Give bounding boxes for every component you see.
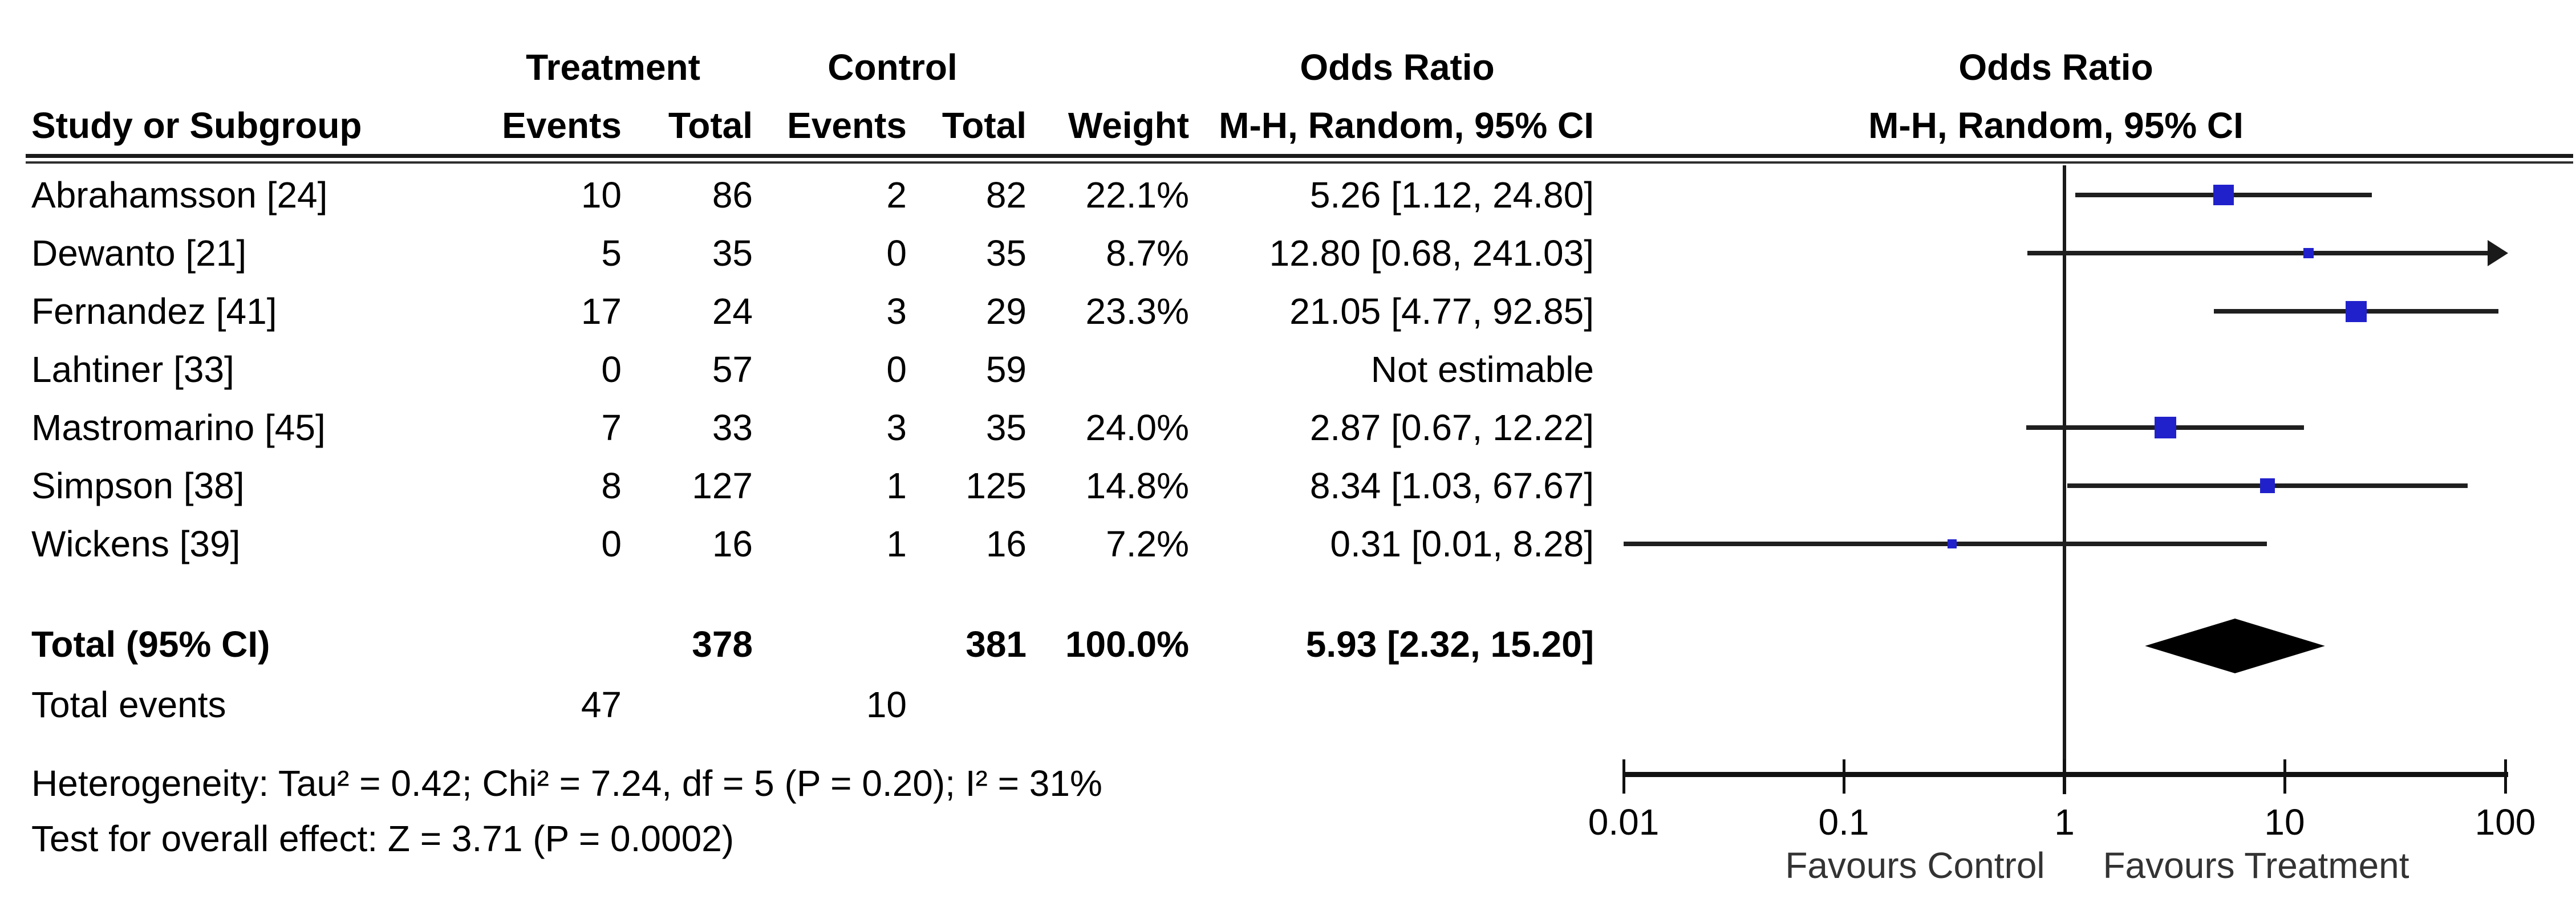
treatment-total: 86: [712, 174, 753, 215]
treatment-events: 5: [601, 233, 622, 274]
control-events: 1: [886, 465, 907, 506]
study-label: Dewanto [21]: [31, 233, 247, 274]
control-total: 59: [985, 349, 1027, 390]
col-header-control-events: Events: [787, 105, 907, 146]
treatment-events: 7: [601, 407, 622, 448]
header-divider-bottom: [26, 161, 2573, 164]
or-ci-text: 21.05 [4.77, 92.85]: [1289, 291, 1594, 332]
weight-value: 14.8%: [1085, 465, 1189, 506]
treatment-total: 127: [692, 465, 753, 506]
treatment-total: 35: [712, 233, 753, 274]
col-header-treatment-total: Total: [668, 105, 753, 146]
col-header-study: Study or Subgroup: [31, 105, 362, 146]
total-treatment-total: 378: [692, 624, 753, 665]
treatment-total: 16: [712, 523, 753, 564]
control-total: 29: [985, 291, 1027, 332]
or-point-marker: [2260, 478, 2275, 493]
total-label: Total (95% CI): [31, 624, 270, 665]
total-weight: 100.0%: [1065, 624, 1189, 665]
control-events: 3: [886, 407, 907, 448]
total-events-label: Total events: [31, 684, 226, 725]
control-total: 125: [966, 465, 1027, 506]
or-ci-text: 0.31 [0.01, 8.28]: [1330, 523, 1594, 564]
control-events: 3: [886, 291, 907, 332]
weight-value: 23.3%: [1085, 291, 1189, 332]
ci-line: [1624, 542, 2267, 546]
axis-tick: [1622, 759, 1625, 794]
control-events: 2: [886, 174, 907, 215]
control-total: 35: [985, 233, 1027, 274]
or-ci-text: 2.87 [0.67, 12.22]: [1309, 407, 1594, 448]
control-events: 1: [886, 523, 907, 564]
axis-tick: [1843, 759, 1845, 794]
treatment-total: 57: [712, 349, 753, 390]
total-diamond-marker: [2145, 619, 2325, 673]
study-label: Simpson [38]: [31, 465, 245, 506]
weight-value: 8.7%: [1106, 233, 1189, 274]
col-header-treatment-events: Events: [502, 105, 622, 146]
study-label: Fernandez [41]: [31, 291, 277, 332]
study-label: Mastromarino [45]: [31, 407, 326, 448]
treatment-events: 17: [581, 291, 622, 332]
treatment-events: 0: [601, 523, 622, 564]
control-total: 35: [985, 407, 1027, 448]
total-events-control: 10: [866, 684, 907, 725]
plot-header-line1: Odds Ratio: [1958, 47, 2153, 88]
null-effect-line: [2063, 165, 2066, 794]
treatment-group-header: Treatment: [526, 47, 700, 88]
total-or-ci-text: 5.93 [2.32, 15.20]: [1305, 624, 1594, 665]
or-point-marker: [2345, 300, 2367, 322]
or-point-marker: [2303, 248, 2314, 258]
favours-treatment-label: Favours Treatment: [2103, 845, 2409, 886]
treatment-events: 8: [601, 465, 622, 506]
header-divider-top: [26, 154, 2573, 158]
control-total: 16: [985, 523, 1027, 564]
axis-tick-label: 100: [2474, 802, 2536, 843]
x-axis-line: [1624, 772, 2508, 777]
treatment-events: 0: [601, 349, 622, 390]
or-point-marker: [2154, 417, 2176, 438]
treatment-total: 24: [712, 291, 753, 332]
axis-tick: [2504, 759, 2507, 794]
axis-tick: [2283, 759, 2286, 794]
study-label: Wickens [39]: [31, 523, 241, 564]
axis-tick-label: 0.1: [1818, 802, 1869, 843]
ci-arrow-right-icon: [2488, 240, 2508, 266]
or-point-marker: [1948, 539, 1957, 548]
study-label: Lahtiner [33]: [31, 349, 234, 390]
overall-effect-text: Test for overall effect: Z = 3.71 (P = 0…: [31, 818, 735, 859]
treatment-events: 10: [581, 174, 622, 215]
or-ci-text: 5.26 [1.12, 24.80]: [1309, 174, 1594, 215]
study-label: Abrahamsson [24]: [31, 174, 328, 215]
or-point-marker: [2213, 185, 2234, 205]
control-group-header: Control: [827, 47, 958, 88]
or-column-header-line2: M-H, Random, 95% CI: [1219, 105, 1594, 146]
or-ci-text: 8.34 [1.03, 67.67]: [1309, 465, 1594, 506]
axis-tick-label: 1: [2054, 802, 2075, 843]
axis-tick: [2063, 759, 2066, 794]
or-ci-text: 12.80 [0.68, 241.03]: [1269, 233, 1594, 274]
weight-value: 24.0%: [1085, 407, 1189, 448]
total-control-total: 381: [966, 624, 1027, 665]
control-total: 82: [985, 174, 1027, 215]
favours-control-label: Favours Control: [1785, 845, 2045, 886]
axis-tick-label: 0.01: [1588, 802, 1660, 843]
weight-value: 22.1%: [1085, 174, 1189, 215]
total-events-treatment: 47: [581, 684, 622, 725]
col-header-weight: Weight: [1068, 105, 1189, 146]
or-column-header-line1: Odds Ratio: [1300, 47, 1495, 88]
heterogeneity-text: Heterogeneity: Tau² = 0.42; Chi² = 7.24,…: [31, 763, 1102, 804]
col-header-control-total: Total: [942, 105, 1027, 146]
axis-tick-label: 10: [2264, 802, 2305, 843]
ci-line: [2027, 251, 2488, 255]
plot-header-line2: M-H, Random, 95% CI: [1868, 105, 2244, 146]
treatment-total: 33: [712, 407, 753, 448]
control-events: 0: [886, 233, 907, 274]
weight-value: 7.2%: [1106, 523, 1189, 564]
control-events: 0: [886, 349, 907, 390]
or-ci-text: Not estimable: [1370, 349, 1594, 390]
